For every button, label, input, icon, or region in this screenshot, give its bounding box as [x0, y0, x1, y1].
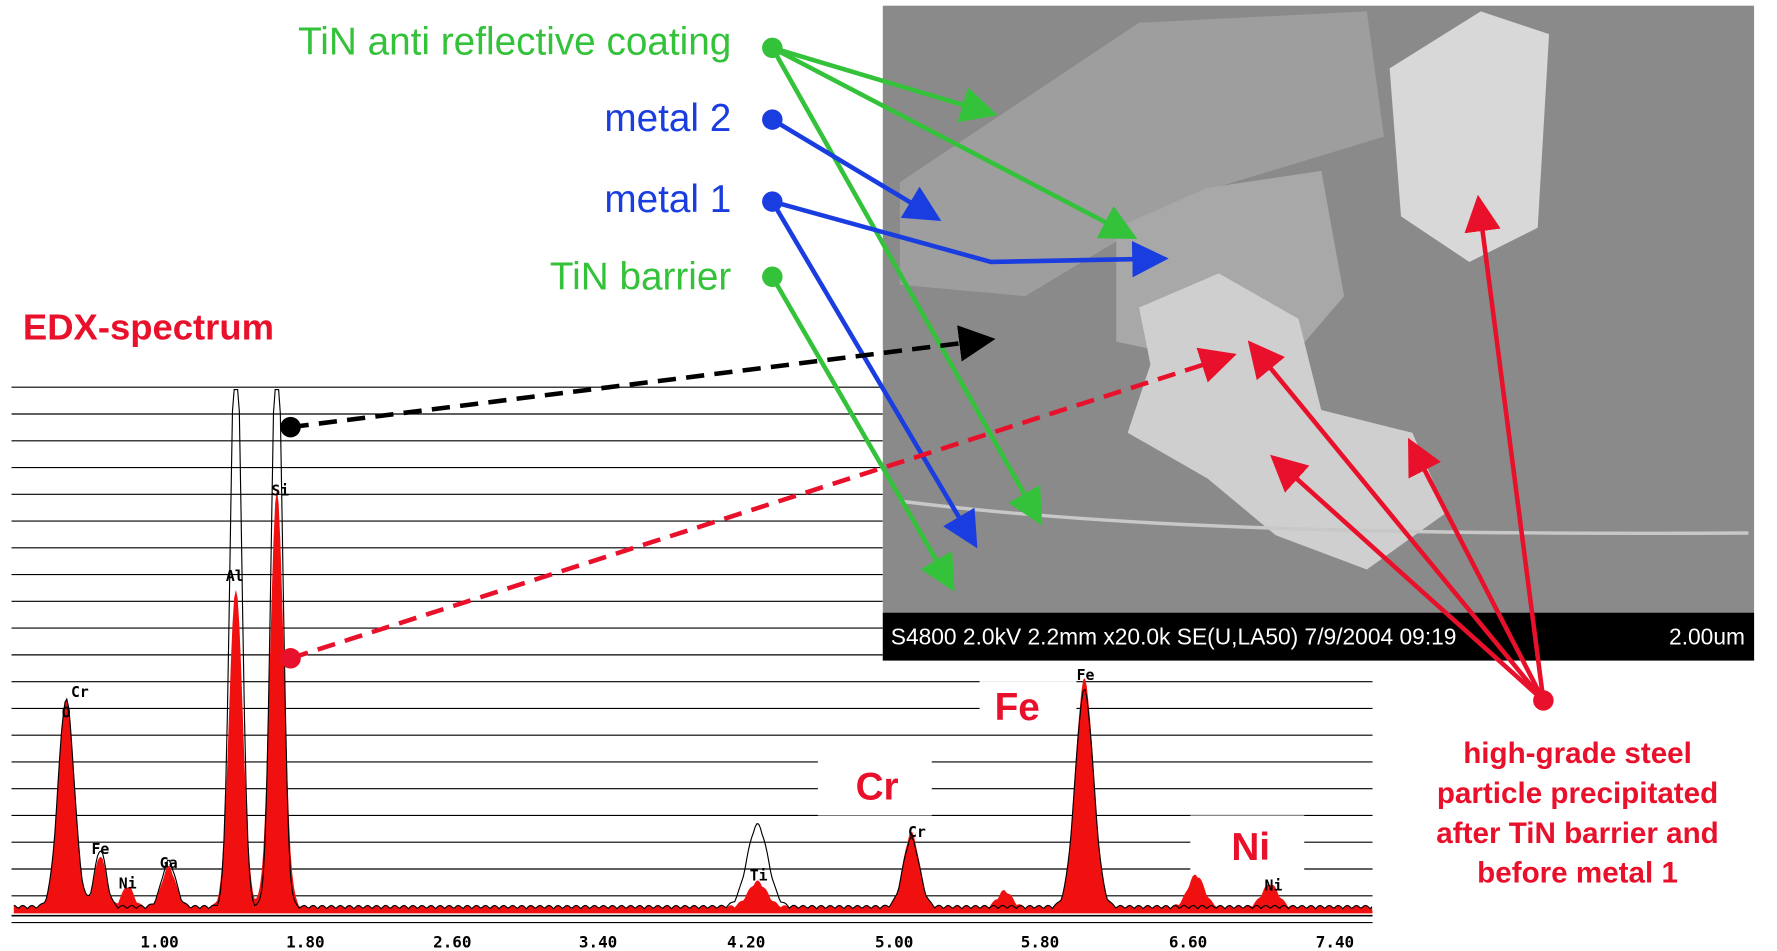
peak-label: O [62, 705, 71, 722]
peak-label: Ni [119, 875, 137, 892]
figure: 1.001.802.603.404.205.005.806.607.40CrOF… [0, 0, 1777, 951]
x-tick-label: 7.40 [1316, 933, 1354, 951]
arrow-origin [762, 267, 783, 288]
arrow-origin [280, 648, 301, 669]
peak-label: Si [271, 482, 289, 499]
element-label: Cr [856, 766, 899, 809]
x-tick-label: 3.40 [579, 933, 617, 951]
note: high-grade steel particle precipitated aft… [1436, 737, 1718, 890]
arrow-origin [280, 417, 301, 438]
element-label: Ni [1231, 826, 1270, 869]
x-tick-label: 1.80 [286, 933, 324, 951]
note-line: before metal 1 [1477, 857, 1678, 890]
note-line: after TiN barrier and [1436, 817, 1718, 850]
x-tick-label: 6.60 [1169, 933, 1207, 951]
x-tick-label: 1.00 [140, 933, 178, 951]
sem-scale: 2.00um [1669, 624, 1745, 650]
arrow-origin [762, 109, 783, 130]
x-tick-label: 4.20 [727, 933, 765, 951]
peak-label: Ti [750, 867, 768, 884]
callout-label: metal 1 [604, 178, 731, 221]
peak-label: Cr [908, 824, 926, 841]
x-tick-label: 5.80 [1021, 933, 1059, 951]
arrow-origin [762, 38, 783, 59]
note-line: high-grade steel [1463, 737, 1692, 770]
note-line: particle precipitated [1437, 777, 1718, 810]
peak-label: Cr [71, 684, 89, 701]
peak-label: Ni [1265, 878, 1283, 895]
peak-label: Ga [160, 855, 178, 872]
spectrum-title: EDX-spectrum [23, 306, 274, 347]
callout-label: metal 2 [604, 97, 731, 140]
peak-label: Fe [91, 841, 109, 858]
sem-image: S4800 2.0kV 2.2mm x20.0k SE(U,LA50) 7/9/… [883, 6, 1754, 661]
element-label: Fe [995, 686, 1040, 729]
sem-caption: S4800 2.0kV 2.2mm x20.0k SE(U,LA50) 7/9/… [891, 624, 1457, 650]
callout-label: TiN barrier [550, 255, 732, 298]
x-tick-label: 2.60 [433, 933, 471, 951]
callout-label: TiN anti reflective coating [298, 21, 731, 64]
peak-label: Fe [1077, 667, 1095, 684]
peak-label: Al [226, 568, 244, 585]
arrow-origin [1533, 690, 1554, 711]
x-tick-label: 5.00 [875, 933, 913, 951]
arrow-origin [762, 191, 783, 212]
